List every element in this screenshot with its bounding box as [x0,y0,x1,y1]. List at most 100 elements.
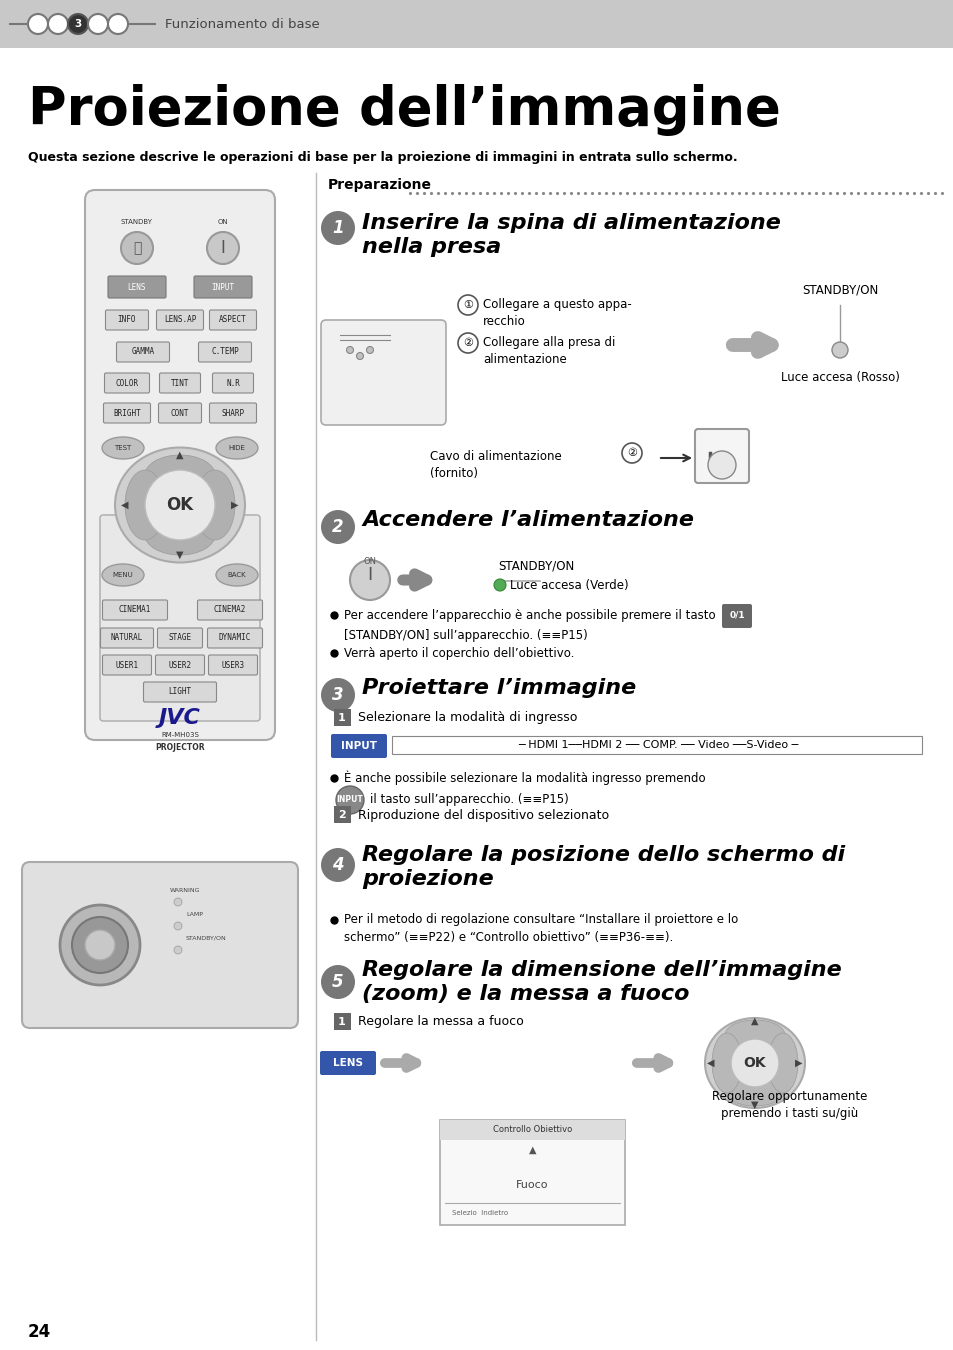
Text: LAMP: LAMP [186,911,203,917]
Text: ◀: ◀ [706,1058,714,1068]
Text: SHARP: SHARP [221,409,244,417]
Text: 3: 3 [332,686,343,703]
FancyBboxPatch shape [22,863,297,1027]
Circle shape [346,347,354,354]
Ellipse shape [194,470,234,540]
Text: INPUT: INPUT [336,795,363,805]
FancyBboxPatch shape [319,1052,375,1075]
Text: Collegare alla presa di
alimentazione: Collegare alla presa di alimentazione [482,336,615,366]
Text: LENS: LENS [333,1058,363,1068]
Text: Per accendere l’apparecchio è anche possibile premere il tasto: Per accendere l’apparecchio è anche poss… [344,609,715,621]
Text: ▲: ▲ [176,450,184,460]
Text: Questa sezione descrive le operazioni di base per la proiezione di immagini in e: Questa sezione descrive le operazioni di… [28,151,737,165]
FancyBboxPatch shape [320,320,446,425]
Circle shape [121,232,152,265]
Text: Fuoco: Fuoco [516,1180,548,1189]
Text: N.R: N.R [226,378,240,387]
FancyBboxPatch shape [213,373,253,393]
Circle shape [320,965,355,999]
Text: NATURAL: NATURAL [111,633,143,643]
FancyBboxPatch shape [108,275,166,298]
Text: WARNING: WARNING [170,887,200,892]
Text: ◀: ◀ [121,500,129,510]
Circle shape [730,1040,779,1087]
Text: Luce accesa (Verde): Luce accesa (Verde) [510,579,628,591]
Text: Funzionamento di base: Funzionamento di base [165,18,319,31]
Text: TEST: TEST [114,446,132,451]
Circle shape [494,579,505,591]
Circle shape [831,342,847,358]
Text: PROJECTOR: PROJECTOR [155,743,205,752]
Text: ASPECT: ASPECT [219,316,247,324]
Text: Controllo Obiettivo: Controllo Obiettivo [493,1126,572,1134]
Circle shape [320,678,355,711]
Circle shape [68,14,88,34]
FancyBboxPatch shape [155,655,204,675]
Text: USER3: USER3 [221,660,244,670]
Text: 24: 24 [28,1323,51,1341]
Text: STANDBY: STANDBY [121,219,152,225]
Text: USER1: USER1 [115,660,138,670]
Text: 1: 1 [337,713,346,724]
FancyBboxPatch shape [392,736,921,755]
Text: ▲: ▲ [750,1017,758,1026]
Text: Proiettare l’immagine: Proiettare l’immagine [361,678,636,698]
Text: OK: OK [166,495,193,514]
Text: Selezio  Indietro: Selezio Indietro [452,1210,508,1216]
FancyBboxPatch shape [106,310,149,329]
Text: STAGE: STAGE [169,633,192,643]
FancyBboxPatch shape [439,1120,624,1224]
FancyBboxPatch shape [331,734,387,757]
Text: Regolare la dimensione dell’immagine
(zoom) e la messa a fuoco: Regolare la dimensione dell’immagine (zo… [361,960,841,1004]
Circle shape [28,14,48,34]
Text: ▶: ▶ [795,1058,801,1068]
Circle shape [320,211,355,244]
FancyBboxPatch shape [209,655,257,675]
Text: COLOR: COLOR [115,378,138,387]
Text: Inserire la spina di alimentazione
nella presa: Inserire la spina di alimentazione nella… [361,213,781,256]
FancyBboxPatch shape [210,310,256,329]
FancyBboxPatch shape [157,628,202,648]
Text: I: I [367,566,373,585]
Text: HIDE: HIDE [229,446,245,451]
Text: USER2: USER2 [169,660,192,670]
Circle shape [350,560,390,599]
Text: Regolare opportunamente
premendo i tasti su/giù: Regolare opportunamente premendo i tasti… [712,1089,867,1120]
Circle shape [366,347,374,354]
Ellipse shape [125,470,165,540]
Text: ─ HDMI 1──HDMI 2 ── COMP. ── Video ──S-Video ─: ─ HDMI 1──HDMI 2 ── COMP. ── Video ──S-V… [517,740,798,751]
Text: 4: 4 [332,856,343,873]
Circle shape [320,510,355,544]
FancyBboxPatch shape [102,599,168,620]
Text: 2: 2 [337,810,346,819]
FancyBboxPatch shape [159,373,200,393]
Text: MENU: MENU [112,572,133,578]
Text: il tasto sull’apparecchio. (≡≡P15): il tasto sull’apparecchio. (≡≡P15) [370,794,568,806]
Text: 0/1: 0/1 [728,610,744,620]
Text: Accendere l’alimentazione: Accendere l’alimentazione [361,510,693,531]
Ellipse shape [115,447,245,563]
Text: Regolare la messa a fuoco: Regolare la messa a fuoco [357,1015,523,1029]
Bar [0,0,953,49]
Text: TINT: TINT [171,378,189,387]
Text: DYNAMIC: DYNAMIC [218,633,251,643]
Text: Luce accesa (Rosso): Luce accesa (Rosso) [780,371,899,385]
Circle shape [335,786,364,814]
Text: Proiezione dell’immagine: Proiezione dell’immagine [28,84,780,136]
Text: 2: 2 [332,518,343,536]
Text: ②: ② [626,448,637,458]
Ellipse shape [215,437,257,459]
Text: STANDBY/ON: STANDBY/ON [186,936,227,941]
Text: È anche possibile selezionare la modalità ingresso premendo: È anche possibile selezionare la modalit… [344,771,705,786]
Text: BRIGHT: BRIGHT [113,409,141,417]
Text: 1: 1 [332,219,343,238]
FancyBboxPatch shape [100,514,260,721]
Text: ▼: ▼ [176,549,184,560]
Text: ▲: ▲ [528,1145,536,1156]
FancyBboxPatch shape [103,404,151,423]
Circle shape [356,352,363,359]
Ellipse shape [145,514,214,555]
FancyBboxPatch shape [158,404,201,423]
Circle shape [88,14,108,34]
Circle shape [173,922,182,930]
